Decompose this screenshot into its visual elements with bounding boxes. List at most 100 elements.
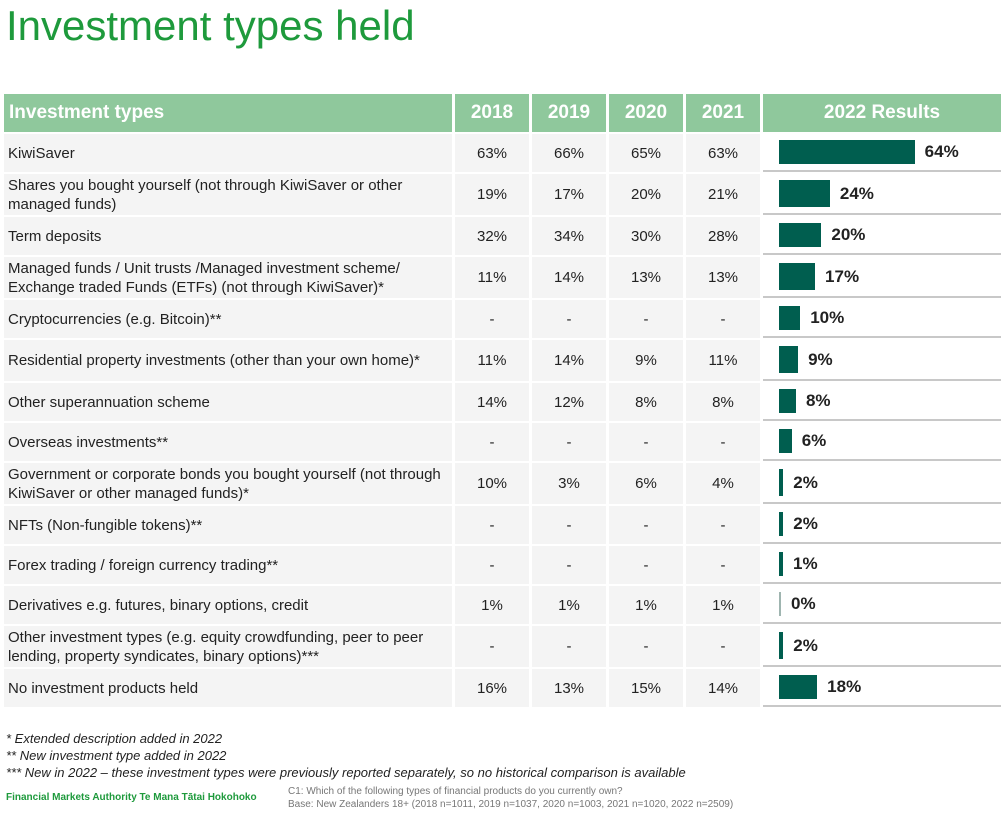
year-value: 21% [686, 174, 760, 215]
year-value: - [532, 300, 606, 338]
year-value: 13% [609, 257, 683, 298]
year-value: 14% [532, 257, 606, 298]
bar-value-label: 2% [793, 635, 818, 655]
year-value: - [532, 546, 606, 584]
footnote-1: * Extended description added in 2022 [6, 731, 223, 746]
result-cell: 1% [763, 546, 1001, 584]
year-value: - [455, 506, 529, 544]
year-value: - [609, 506, 683, 544]
year-value: - [609, 423, 683, 461]
year-value: - [532, 506, 606, 544]
year-value: 17% [532, 174, 606, 215]
bar-value-label: 64% [924, 142, 959, 161]
bar-2022 [779, 140, 915, 164]
year-value: - [686, 626, 760, 667]
year-value: 12% [532, 383, 606, 421]
footnote-2: ** New investment type added in 2022 [6, 748, 227, 763]
table-row: Residential property investments (other … [4, 340, 1001, 381]
year-value: - [455, 300, 529, 338]
result-cell: 17% [763, 257, 1001, 298]
result-cell: 2% [763, 463, 1001, 504]
year-value: - [455, 423, 529, 461]
column-header: 2021 [686, 94, 760, 132]
year-value: 20% [609, 174, 683, 215]
table-row: Term deposits 32% 34% 30% 28% 20% [4, 217, 1001, 255]
row-label: Forex trading / foreign currency trading… [4, 546, 452, 584]
footnote-3: *** New in 2022 – these investment types… [6, 765, 686, 780]
year-value: - [532, 423, 606, 461]
bar-value-label: 6% [801, 431, 827, 450]
year-value: 63% [455, 134, 529, 172]
bar-value-label: 24% [839, 183, 874, 203]
year-value: 28% [686, 217, 760, 255]
bar-2022 [779, 180, 830, 207]
table-row: Shares you bought yourself (not through … [4, 174, 1001, 215]
bar-value-label: 0% [791, 594, 816, 613]
bar-value-label: 2% [793, 514, 818, 533]
year-value: - [532, 626, 606, 667]
year-value: 15% [609, 669, 683, 707]
year-value: - [686, 300, 760, 338]
year-value: - [609, 626, 683, 667]
bar-2022 [779, 632, 784, 659]
year-value: - [686, 423, 760, 461]
year-value: 14% [455, 383, 529, 421]
year-value: 11% [455, 257, 529, 298]
row-label: Term deposits [4, 217, 452, 255]
result-cell: 18% [763, 669, 1001, 707]
year-value: - [686, 546, 760, 584]
year-value: 14% [686, 669, 760, 707]
year-value: - [686, 506, 760, 544]
result-cell: 9% [763, 340, 1001, 381]
table-row: Other investment types (e.g. equity crow… [4, 626, 1001, 667]
year-value: 13% [532, 669, 606, 707]
bar-2022 [779, 552, 783, 576]
bar-2022 [779, 429, 792, 453]
result-cell: 10% [763, 300, 1001, 338]
year-value: - [609, 546, 683, 584]
source-base: Base: New Zealanders 18+ (2018 n=1011, 2… [288, 799, 734, 810]
year-value: 30% [609, 217, 683, 255]
year-value: - [609, 300, 683, 338]
row-label: Managed funds / Unit trusts /Managed inv… [4, 257, 452, 298]
row-label: No investment products held [4, 669, 452, 707]
bar-2022 [779, 346, 799, 373]
year-value: 1% [686, 586, 760, 624]
year-value: 16% [455, 669, 529, 707]
year-value: 63% [686, 134, 760, 172]
year-value: - [455, 546, 529, 584]
row-label: Shares you bought yourself (not through … [4, 174, 452, 215]
column-header: Investment types [4, 94, 452, 132]
bar-2022 [779, 675, 818, 699]
year-value: - [455, 626, 529, 667]
bar-value-label: 20% [831, 225, 866, 244]
year-value: 1% [609, 586, 683, 624]
bar-2022 [779, 389, 796, 413]
table-row: KiwiSaver 63% 66% 65% 63% 64% [4, 134, 1001, 172]
source-question: C1: Which of the following types of fina… [288, 786, 623, 797]
year-value: 1% [455, 586, 529, 624]
row-label: Residential property investments (other … [4, 340, 452, 381]
table-row: NFTs (Non-fungible tokens)** - - - -2% [4, 506, 1001, 544]
row-label: Other investment types (e.g. equity crow… [4, 626, 452, 667]
row-label: NFTs (Non-fungible tokens)** [4, 506, 452, 544]
bar-value-label: 9% [808, 349, 833, 369]
result-cell: 20% [763, 217, 1001, 255]
row-label: KiwiSaver [4, 134, 452, 172]
bar-value-label: 18% [827, 677, 862, 696]
year-value: 3% [532, 463, 606, 504]
bar-2022 [779, 512, 784, 536]
bar-2022 [779, 306, 801, 330]
year-value: 34% [532, 217, 606, 255]
row-label: Overseas investments** [4, 423, 452, 461]
bar-value-label: 17% [825, 266, 860, 286]
year-value: 13% [686, 257, 760, 298]
year-value: 19% [455, 174, 529, 215]
year-value: 8% [609, 383, 683, 421]
year-value: 11% [455, 340, 529, 381]
table-row: Government or corporate bonds you bought… [4, 463, 1001, 504]
row-label: Other superannuation scheme [4, 383, 452, 421]
row-label: Derivatives e.g. futures, binary options… [4, 586, 452, 624]
year-value: 14% [532, 340, 606, 381]
table-row: Managed funds / Unit trusts /Managed inv… [4, 257, 1001, 298]
